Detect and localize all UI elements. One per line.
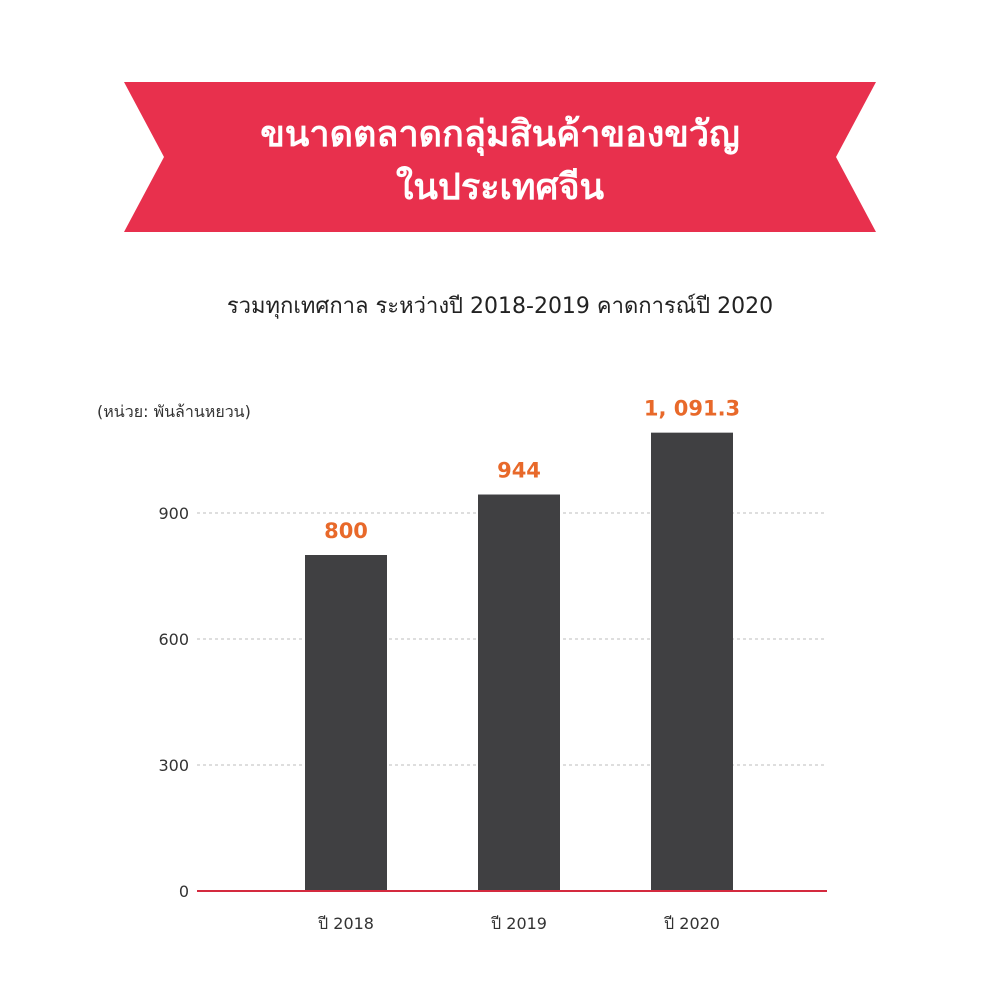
y-tick-label: 900 [158, 504, 189, 523]
bar [478, 494, 560, 891]
banner-ribbon [124, 82, 876, 232]
y-axis-unit-label: (หน่วย: พันล้านหยวน) [97, 402, 251, 421]
title-banner [124, 82, 876, 232]
y-tick-label: 600 [158, 630, 189, 649]
bar [651, 432, 733, 891]
x-category-label: ปี 2020 [664, 914, 720, 933]
bar-value-label: 1, 091.3 [644, 397, 740, 421]
labels: 0 300 600 900 800 ปี 2018 944 ปี 2019 1, 091.3 ปี… [158, 397, 740, 933]
bar [305, 555, 387, 891]
bar-value-label: 800 [324, 519, 368, 543]
bars [305, 432, 733, 891]
y-tick-label: 300 [158, 756, 189, 775]
chart-title-line-1: ขนาดตลาดกลุ่มสินค้าของขวัญ [260, 114, 740, 155]
y-tick-label: 0 [179, 882, 189, 901]
x-category-label: ปี 2019 [491, 914, 547, 933]
x-category-label: ปี 2018 [318, 914, 374, 933]
chart-subtitle: รวมทุกเทศกาล ระหว่างปี 2018-2019 คาดการณ… [226, 294, 774, 319]
chart-title-line-2: ในประเทศจีน [395, 167, 605, 208]
bar-value-label: 944 [497, 459, 541, 483]
